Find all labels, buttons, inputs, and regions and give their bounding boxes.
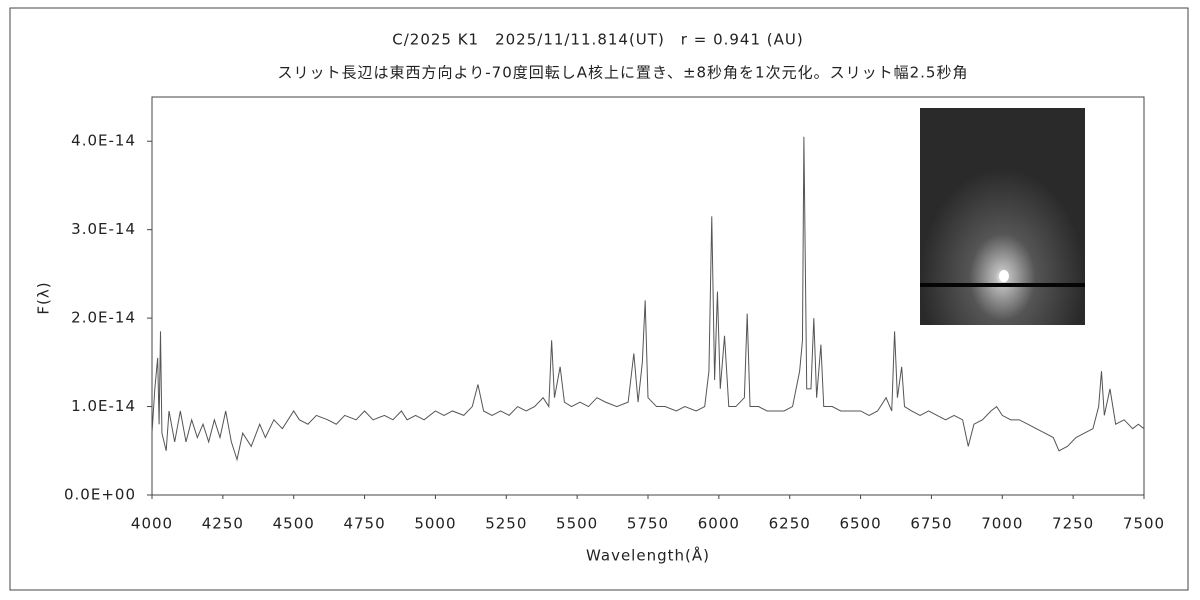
- x-tick-label: 4750: [343, 515, 385, 533]
- nucleus: [999, 270, 1009, 282]
- x-tick-label: 6250: [769, 515, 811, 533]
- chart-subtitle: スリット長辺は東西方向より-70度回転しA核上に置き、±8秒角を1次元化。スリッ…: [278, 64, 969, 82]
- x-tick-label: 7500: [1123, 515, 1165, 533]
- y-tick-label: 0.0E+00: [64, 486, 136, 504]
- y-tick-label: 1.0E-14: [71, 397, 136, 415]
- frame: [9, 7, 1189, 591]
- comet-image: [920, 108, 1085, 325]
- x-tick-label: 7000: [981, 515, 1023, 533]
- x-tick-label: 7250: [1052, 515, 1094, 533]
- x-tick-label: 4250: [202, 515, 244, 533]
- x-axis-label: Wavelength(Å): [586, 546, 710, 565]
- y-tick-label: 3.0E-14: [71, 220, 136, 238]
- x-tick-label: 6500: [839, 515, 881, 533]
- chart-title: C/2025 K1 2025/11/11.814(UT) r = 0.941 (…: [392, 31, 803, 49]
- slit: [920, 283, 1085, 287]
- x-tick-label: 6750: [910, 515, 952, 533]
- inset-image: [920, 108, 1085, 325]
- x-tick-label: 6000: [698, 515, 740, 533]
- x-tick-label: 4500: [273, 515, 315, 533]
- spectrum-line: [151, 136, 1145, 462]
- y-tick-label: 2.0E-14: [71, 309, 136, 327]
- x-tick-label: 4000: [131, 515, 173, 533]
- x-tick-label: 5500: [556, 515, 598, 533]
- y-axis-label: F(λ): [35, 281, 53, 314]
- x-tick-label: 5000: [414, 515, 456, 533]
- x-tick-label: 5250: [485, 515, 527, 533]
- x-tick-label: 5750: [627, 515, 669, 533]
- y-tick-label: 4.0E-14: [71, 132, 136, 150]
